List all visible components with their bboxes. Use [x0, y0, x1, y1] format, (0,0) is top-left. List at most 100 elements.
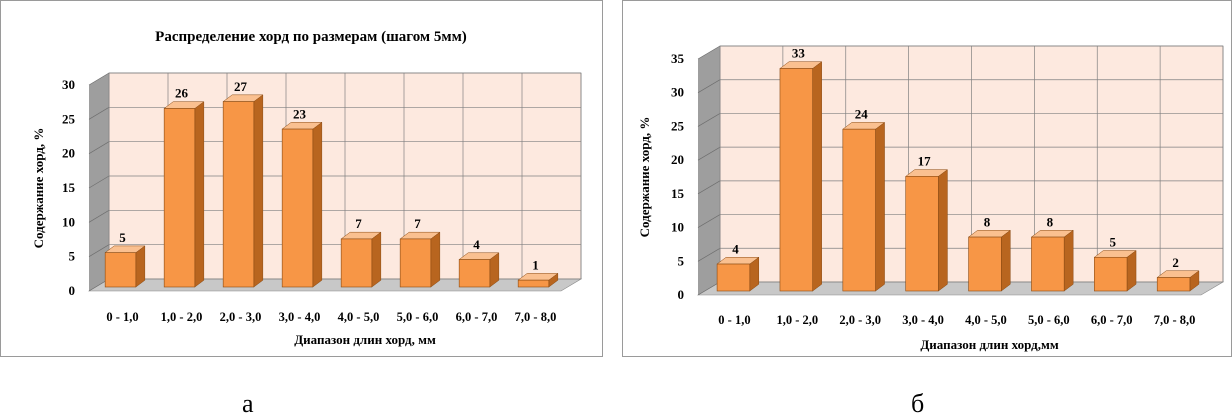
gridline-side	[697, 247, 721, 262]
data-label: 8	[1047, 214, 1054, 229]
bar-front	[222, 101, 255, 288]
y-tick-label: 5	[678, 253, 685, 268]
x-tick-label: 6,0 - 7,0	[456, 310, 498, 324]
data-label: 26	[175, 86, 189, 101]
caption-b: б	[911, 389, 925, 418]
data-label: 4	[732, 241, 739, 256]
plot-floor	[696, 281, 1225, 296]
chart-title: Распределение хорд по размерам (шагом 5м…	[155, 29, 467, 45]
data-label: 7	[414, 216, 421, 231]
bar-front	[399, 238, 432, 288]
bar-3	[842, 121, 886, 292]
bar-3	[222, 94, 264, 288]
gridline-side	[697, 146, 721, 161]
x-tick-label: 1,0 - 2,0	[161, 310, 203, 324]
gridline-side	[697, 281, 721, 296]
x-tick-label: 3,0 - 4,0	[279, 310, 321, 324]
bar-1	[104, 245, 146, 288]
bar-side	[938, 169, 948, 292]
gridline-side	[88, 107, 110, 120]
gridline-side	[697, 180, 721, 195]
data-label: 2	[1172, 255, 1179, 270]
bar-8	[1156, 270, 1200, 292]
bar-4	[281, 121, 323, 288]
bar-2	[163, 101, 205, 288]
bar-7	[458, 252, 500, 288]
bar-front	[842, 128, 876, 292]
x-tick-label: 4,0 - 5,0	[965, 313, 1007, 327]
data-label: 8	[984, 214, 991, 229]
y-tick-label: 20	[62, 146, 75, 161]
data-label: 4	[473, 237, 480, 252]
plot-side-wall	[698, 46, 720, 295]
x-tick-label: 0 - 1,0	[106, 310, 138, 324]
gridline-side	[697, 214, 721, 228]
bar-2	[779, 61, 823, 292]
y-tick-label: 25	[62, 111, 76, 126]
bar-front	[340, 238, 373, 288]
bar-side	[371, 231, 382, 288]
x-tick-label: 0 - 1,0	[718, 313, 750, 327]
bar-side	[1063, 229, 1074, 292]
gridline-side	[697, 45, 721, 60]
bar-front	[716, 263, 751, 292]
bar-5	[340, 231, 382, 288]
y-tick-label: 20	[671, 152, 684, 167]
x-tick-label: 6,0 - 7,0	[1091, 313, 1133, 327]
data-label: 5	[1109, 235, 1116, 250]
bar-side	[135, 245, 146, 288]
y-tick-label: 0	[678, 287, 685, 302]
y-tick-label: 15	[62, 180, 76, 195]
bar-7	[1093, 250, 1137, 292]
y-axis-label: Содержание хорд, %	[637, 117, 652, 238]
plot-floor	[87, 278, 583, 292]
bar-front	[1031, 236, 1065, 292]
x-tick-label: 7,0 - 8,0	[1154, 313, 1196, 327]
bar-front	[104, 252, 137, 288]
chart-a: 0 5 10 15 20 25 30 5 0 - 1,0 26 1,0 - 2,0 27 2,0 - 3…	[31, 29, 583, 347]
data-label: 33	[792, 46, 806, 61]
data-label: 7	[355, 216, 362, 231]
bar-front	[1156, 277, 1191, 292]
data-label: 23	[293, 106, 307, 121]
y-tick-label: 10	[62, 214, 75, 229]
x-tick-label: 5,0 - 6,0	[1028, 313, 1070, 327]
y-tick-label: 25	[671, 118, 685, 133]
bar-side	[253, 94, 264, 288]
y-tick-label: 15	[671, 186, 685, 201]
x-axis-label: Диапазон длин хорд, мм	[294, 332, 436, 347]
data-label: 1	[532, 257, 539, 272]
bar-side	[1001, 229, 1011, 292]
bar-front	[1094, 256, 1128, 292]
bar-side	[194, 101, 205, 288]
bar-side	[875, 121, 885, 292]
x-tick-label: 2,0 - 3,0	[220, 310, 262, 324]
bar-side	[812, 61, 822, 292]
chart-panel-b: 0 5 10 15 20 25 30 35 4 0 - 1,0 33 1,0 - 2,0 24 2,0 -…	[622, 0, 1232, 357]
bar-front	[163, 108, 196, 288]
bar-6	[1030, 229, 1074, 292]
bar-5	[967, 229, 1012, 292]
gridline-side	[697, 113, 721, 127]
data-label: 17	[918, 154, 932, 169]
x-tick-label: 2,0 - 3,0	[839, 313, 881, 327]
bar-1	[716, 256, 760, 292]
y-axis-label: Содержание хорд, %	[31, 128, 46, 249]
caption-a: а	[242, 389, 254, 418]
y-tick-label: 30	[671, 85, 684, 100]
bar-front	[968, 236, 1002, 292]
bar-side	[312, 121, 323, 288]
gridline-side	[88, 244, 110, 257]
data-label: 5	[119, 230, 126, 245]
gridline-side	[88, 210, 110, 223]
y-tick-label: 5	[69, 249, 76, 264]
y-tick-label: 0	[69, 283, 76, 298]
bar-6	[399, 231, 441, 288]
x-tick-label: 1,0 - 2,0	[776, 313, 818, 327]
x-tick-label: 5,0 - 6,0	[397, 310, 439, 324]
bar-front	[458, 259, 491, 288]
data-label: 27	[234, 79, 248, 94]
bar-side	[430, 231, 441, 288]
bar-8	[517, 272, 559, 288]
